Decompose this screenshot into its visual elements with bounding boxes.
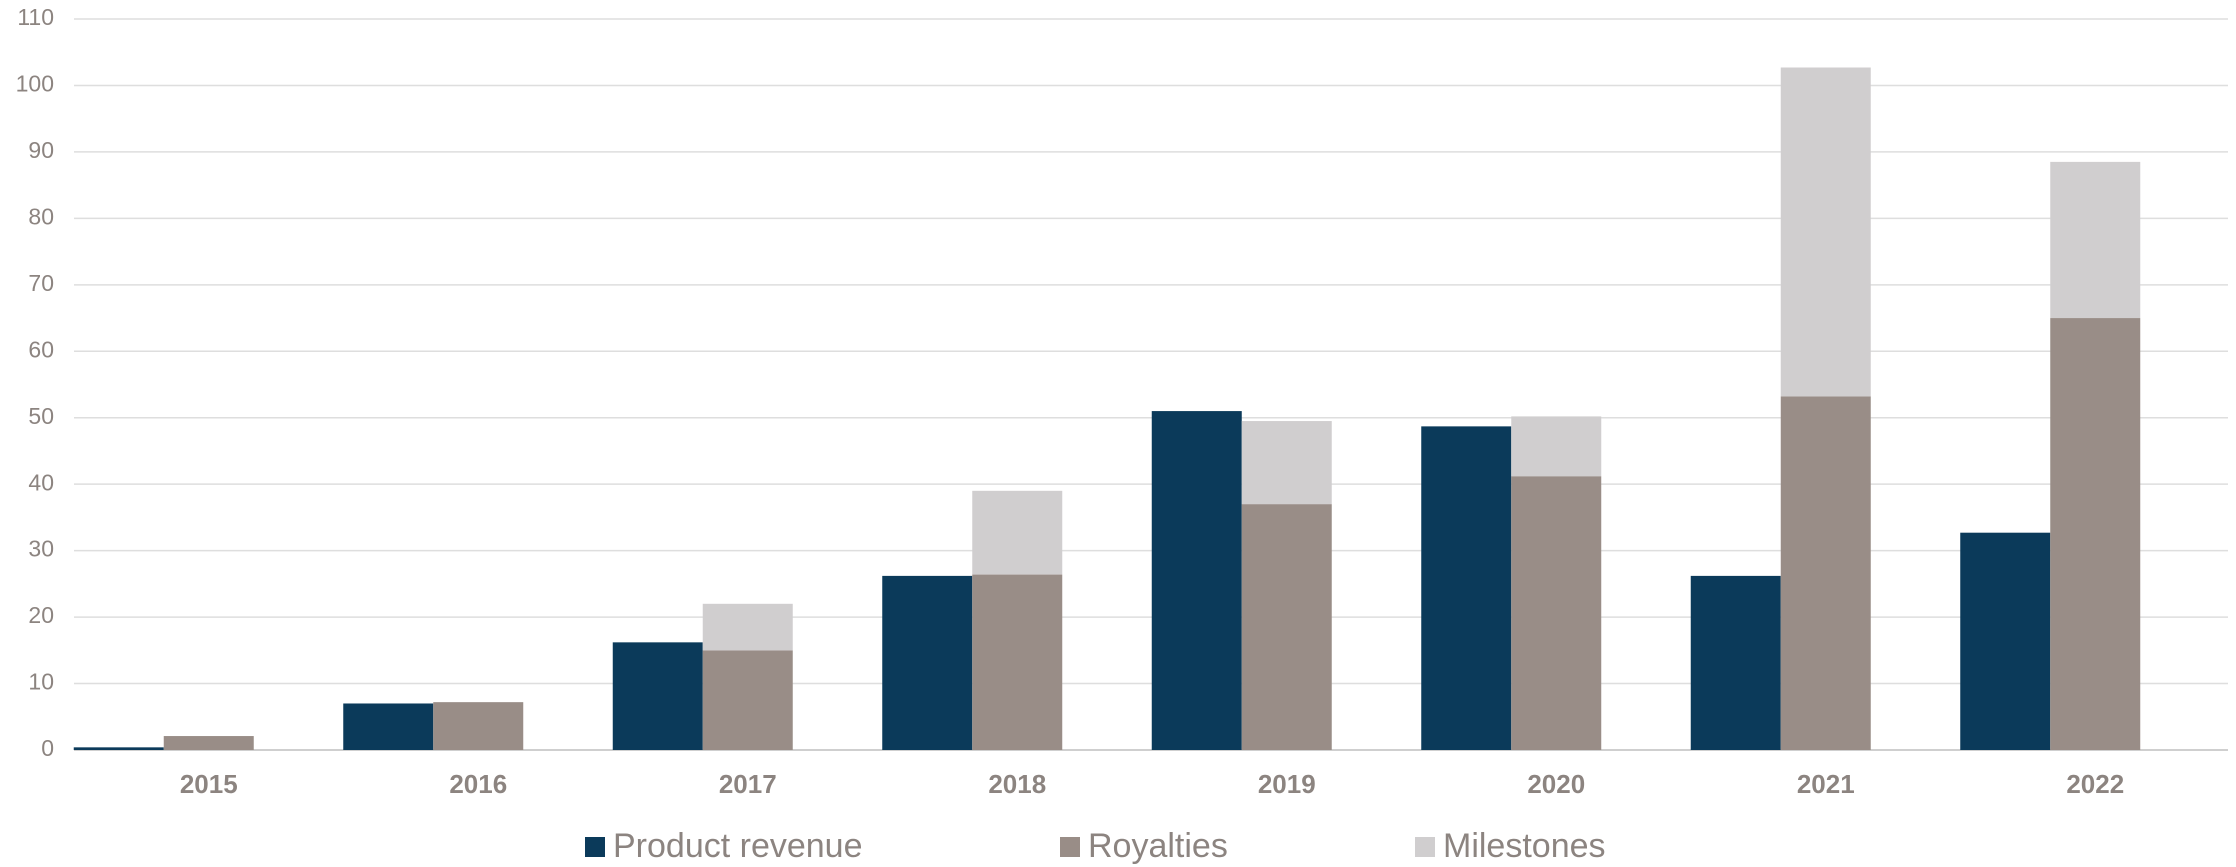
bar [2050, 161, 2141, 319]
x-tick-label: 2021 [1797, 769, 1855, 799]
bar [972, 490, 1063, 575]
x-tick-label: 2018 [988, 769, 1046, 799]
bar [1690, 575, 1781, 750]
y-tick-label: 50 [28, 403, 54, 429]
x-tick-label: 2020 [1527, 769, 1585, 799]
bar [612, 642, 703, 750]
bar [1511, 416, 1602, 477]
bar [972, 574, 1063, 750]
x-tick-label: 2016 [449, 769, 507, 799]
y-tick-label: 0 [41, 735, 54, 761]
bar [433, 702, 524, 750]
legend-swatch [585, 837, 605, 857]
bar [343, 703, 434, 750]
y-tick-label: 110 [17, 4, 54, 30]
bar [163, 736, 254, 750]
bar [1960, 532, 2051, 750]
x-tick-label: 2019 [1258, 769, 1316, 799]
bar [1241, 504, 1332, 750]
legend-swatch [1415, 837, 1435, 857]
bar [1780, 67, 1871, 397]
x-tick-label: 2022 [2066, 769, 2124, 799]
legend-label: Product revenue [613, 827, 863, 865]
legend-label: Royalties [1088, 827, 1228, 865]
y-tick-label: 20 [28, 602, 54, 628]
y-tick-label: 30 [28, 536, 54, 562]
y-tick-label: 90 [28, 137, 54, 163]
y-tick-label: 40 [28, 469, 54, 495]
x-tick-label: 2015 [180, 769, 238, 799]
bar [1241, 421, 1332, 505]
bar [1421, 426, 1512, 750]
legend-label: Milestones [1443, 827, 1606, 865]
bar [1511, 476, 1602, 750]
legend-swatch [1060, 837, 1080, 857]
y-tick-label: 60 [28, 336, 54, 362]
bar [1151, 411, 1242, 750]
bar [73, 747, 164, 750]
bar [2050, 318, 2141, 750]
y-tick-label: 100 [16, 71, 54, 97]
bar [702, 650, 793, 750]
x-tick-label: 2017 [719, 769, 777, 799]
bar [1780, 396, 1871, 750]
bar [882, 575, 973, 750]
y-tick-label: 80 [28, 203, 54, 229]
y-tick-label: 10 [28, 669, 54, 695]
bar [702, 603, 793, 651]
y-tick-label: 70 [28, 270, 54, 296]
